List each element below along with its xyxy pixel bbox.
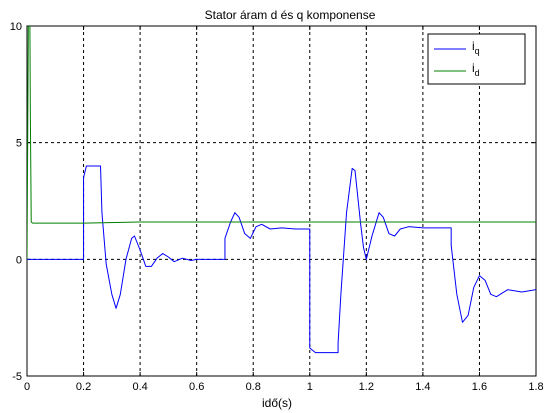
x-tick-label: 1.6 [472, 381, 487, 393]
legend: iq id [427, 33, 526, 85]
legend-entry-id-name: i [472, 61, 475, 75]
x-tick-label: 0.8 [246, 381, 261, 393]
series-layer [27, 26, 536, 354]
x-tick-label: 0.4 [132, 381, 147, 393]
series-line-iq [27, 165, 536, 354]
legend-entry-iq-name: i [472, 39, 475, 53]
y-tick-label: 10 [10, 21, 22, 33]
x-tick-label: 1.8 [528, 381, 543, 393]
x-tick-label: 1.4 [415, 381, 430, 393]
y-tick-label: -5 [12, 371, 22, 383]
x-tick-label: 0.6 [189, 381, 204, 393]
y-tick-label: 5 [16, 138, 22, 150]
legend-entry-id-subscript: d [475, 68, 480, 78]
y-tick-labels: -5 0 5 10 [10, 21, 22, 383]
x-tick-label: 1.2 [359, 381, 374, 393]
tick-marks [26, 25, 537, 377]
legend-entry-iq-subscript: q [475, 46, 480, 56]
x-axis-label: idő(s) [262, 396, 292, 410]
y-tick-label: 0 [16, 254, 22, 266]
x-tick-label: 0.2 [76, 381, 91, 393]
legend-entry-id: id [472, 61, 480, 78]
x-tick-label: 0 [24, 381, 30, 393]
legend-box [427, 33, 526, 85]
chart-title: Stator áram d és q komponense [205, 8, 376, 22]
x-tick-label: 1 [307, 381, 313, 393]
x-tick-labels: 0 0.2 0.4 0.6 0.8 1 1.2 1.4 1.6 1.8 [24, 381, 544, 393]
series-line-id [27, 26, 536, 260]
legend-entry-iq: iq [472, 39, 480, 56]
